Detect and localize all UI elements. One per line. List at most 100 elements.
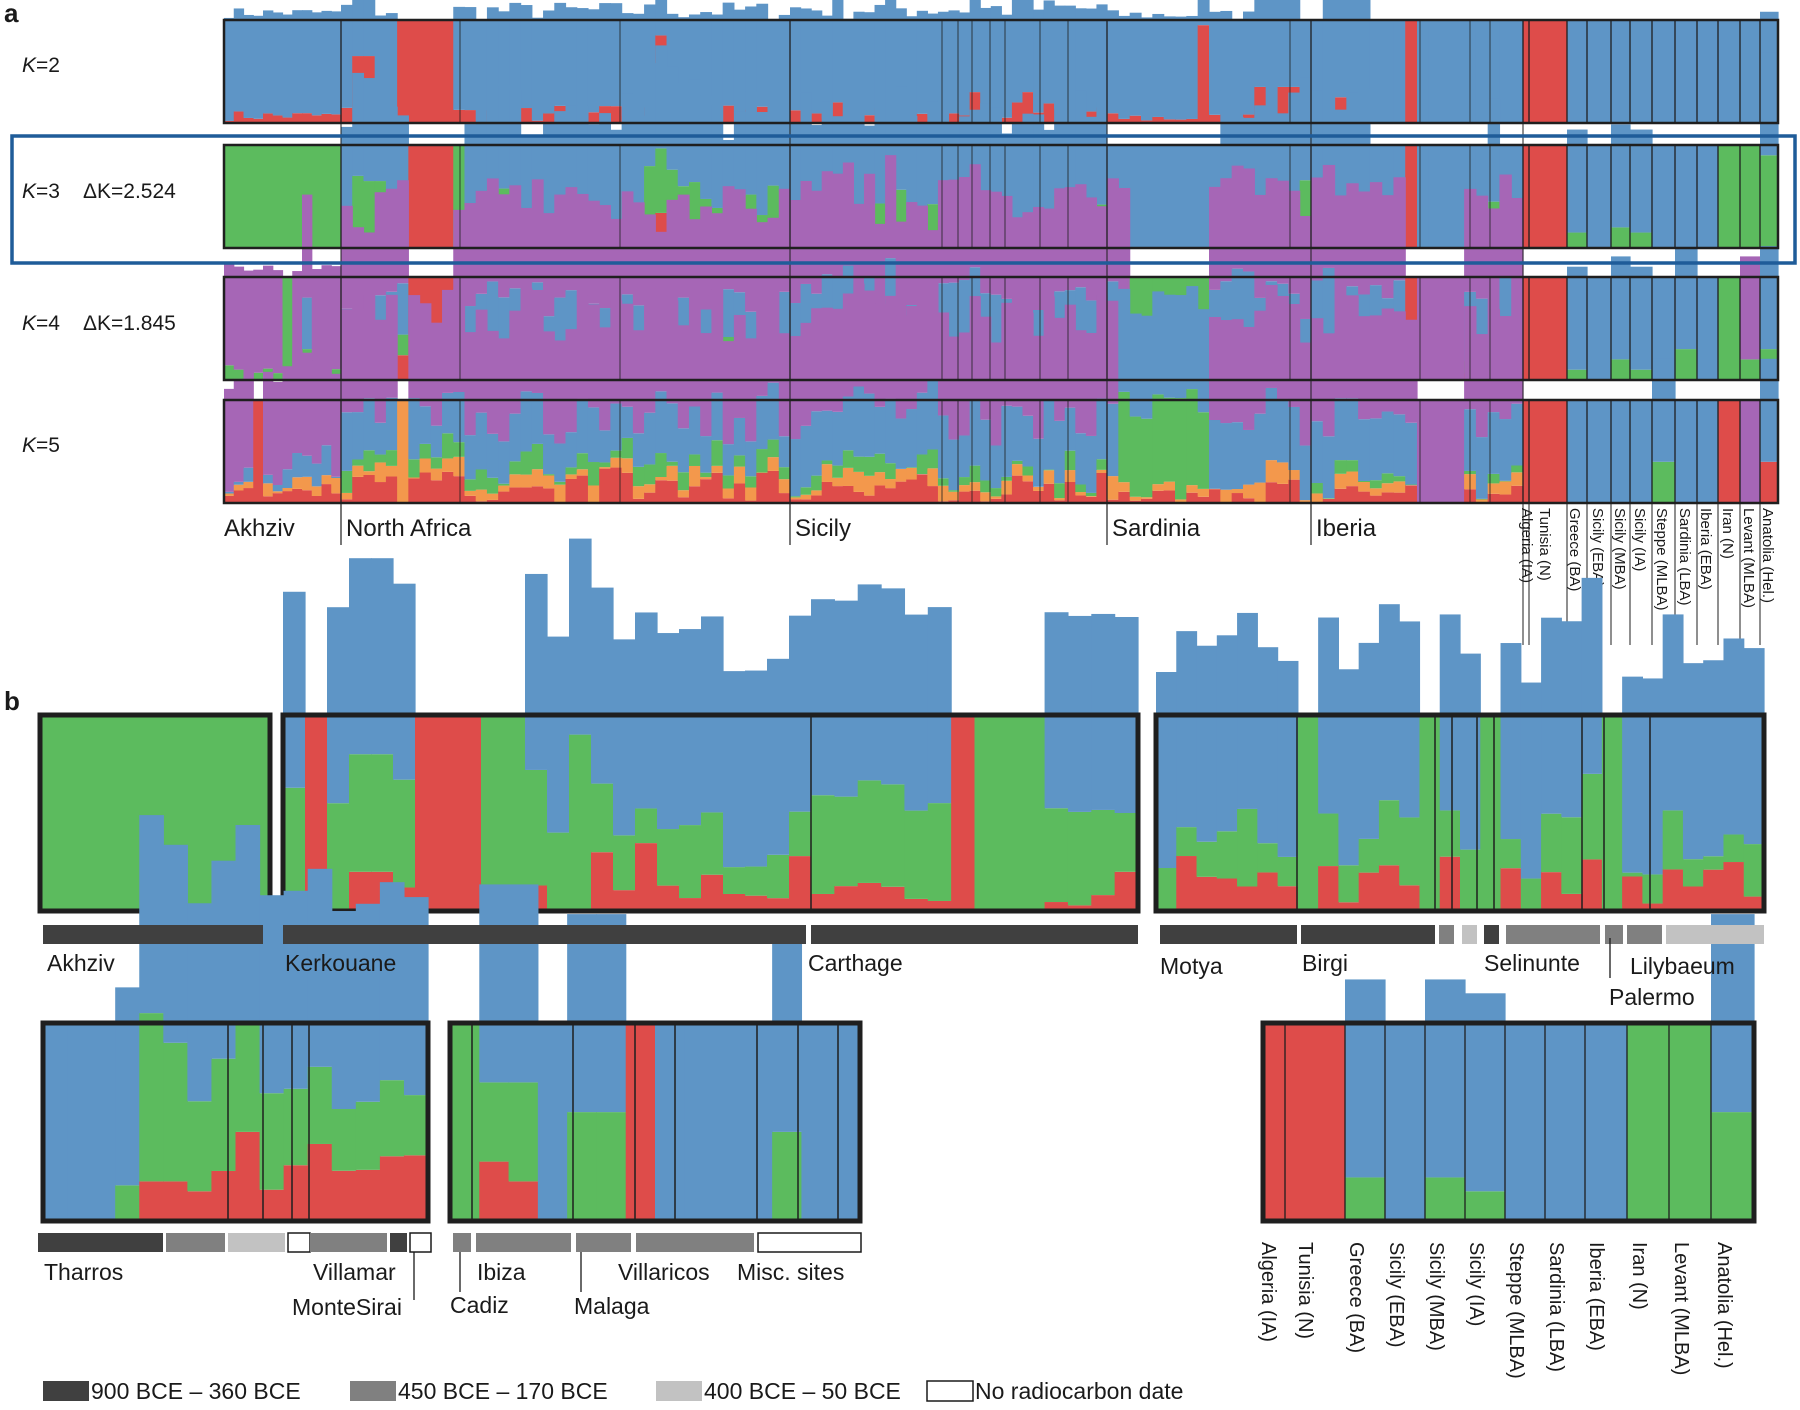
ancestry-bar-segment: [224, 493, 235, 496]
k2-ref-bar: [1652, 20, 1676, 123]
ancestry-bar-segment: [283, 787, 306, 911]
ancestry-bar-segment: [811, 190, 823, 294]
ancestry-bar-segment: [688, 465, 701, 487]
ancestry-bar-segment: [1642, 874, 1664, 904]
ancestry-bar-segment: [800, 487, 812, 495]
ancestry-bar-segment: [385, 397, 398, 451]
ancestry-bar-segment: [1581, 859, 1603, 911]
ancestry-bar-segment: [916, 113, 928, 123]
ancestry-bar-segment: [1001, 117, 1013, 123]
ancestry-bar-segment: [1033, 309, 1045, 356]
k5-ref-bar: [1529, 400, 1568, 503]
ancestry-bar-segment: [341, 412, 353, 471]
ancestry-bar-segment: [874, 453, 886, 473]
ancestry-bar-segment: [1064, 304, 1076, 408]
site-label-montesirai: MonteSirai: [292, 1294, 402, 1320]
ancestry-bar-segment: [1581, 577, 1603, 774]
ancestry-bar-segment: [767, 217, 780, 321]
ancestry-bar-segment: [666, 461, 679, 466]
ancestry-bar-segment: [1075, 492, 1087, 496]
ancestry-bar-segment: [1265, 0, 1278, 87]
ancestry-bar-segment: [1209, 420, 1221, 489]
ancestry-bar-segment: [821, 410, 833, 461]
ancestry-bar-segment: [733, 111, 746, 215]
ancestry-bar-segment: [1197, 0, 1210, 26]
ancestry-bar-segment: [1277, 660, 1299, 857]
ancestry-bar-segment: [272, 491, 284, 494]
ancestry-bar-segment: [341, 492, 353, 500]
ancestry-bar-segment: [832, 102, 844, 123]
k5-ref-bar: [1697, 400, 1719, 503]
ancestry-bar-segment: [1697, 277, 1719, 380]
ancestry-bar-segment: [1107, 10, 1119, 114]
ancestry-bar-segment: [832, 477, 844, 487]
ancestry-bar-segment: [1369, 488, 1383, 496]
ancestry-bar-segment: [832, 116, 844, 220]
ancestry-bar-segment: [644, 484, 656, 493]
ancestry-bar-segment: [520, 474, 533, 488]
ancestry-bar-segment: [543, 488, 555, 503]
ancestry-bar-segment: [885, 488, 897, 503]
ancestry-bar-segment: [632, 330, 645, 434]
ancestry-bar-segment: [980, 7, 992, 111]
ancestry-bar-segment: [1358, 480, 1371, 483]
ancestry-bar-segment: [948, 113, 960, 123]
ancestry-bar-segment: [520, 108, 533, 123]
ancestry-bar-segment: [1697, 20, 1719, 123]
ancestry-bar-segment: [531, 179, 544, 283]
ancestry-bar-segment: [906, 467, 918, 468]
ancestry-bar-segment: [1358, 491, 1371, 503]
ancestry-bar-segment: [821, 307, 833, 411]
ancestry-bar-segment: [723, 893, 746, 911]
ancestry-bar-segment: [1743, 844, 1765, 897]
b-reference-bar: [1505, 1023, 1546, 1221]
ancestry-bar-segment: [800, 283, 812, 350]
ancestry-bar-segment: [1288, 0, 1301, 87]
ancestry-bar-segment: [311, 269, 323, 373]
ancestry-bar-segment: [767, 185, 780, 222]
ancestry-bar-segment: [1487, 208, 1501, 312]
ancestry-bar-segment: [1096, 398, 1108, 460]
ancestry-bar-segment: [1369, 495, 1383, 503]
ancestry-bar-segment: [385, 188, 398, 292]
ancestry-bar-segment: [415, 715, 438, 911]
reference-label-a-3: Sicily (EBA): [1589, 508, 1606, 587]
ancestry-bar-segment: [352, 476, 365, 503]
ancestry-bar-segment: [363, 232, 376, 336]
ancestry-bar-segment: [1197, 412, 1210, 489]
ancestry-bar-segment: [1107, 300, 1119, 404]
site-label-motya: Motya: [1160, 953, 1223, 979]
ancestry-bar-segment: [442, 458, 454, 472]
ancestry-bar-segment: [1163, 16, 1176, 120]
ancestry-bar-segment: [1440, 400, 1453, 503]
ancestry-bar-segment: [508, 884, 539, 1083]
ancestry-bar-segment: [481, 715, 504, 911]
legend-label-2: 400 BCE – 50 BCE: [704, 1378, 901, 1404]
ancestry-bar-segment: [1257, 843, 1279, 873]
ancestry-bar-segment: [1381, 308, 1395, 412]
ancestry-bar-segment: [479, 884, 510, 1083]
ancestry-bar-segment: [341, 470, 353, 493]
k4-ref-bar: [1529, 277, 1568, 380]
ancestry-bar-segment: [486, 281, 499, 339]
ancestry-bar-segment: [554, 484, 567, 502]
ancestry-bar-segment: [772, 1131, 803, 1221]
ancestry-bar-segment: [442, 471, 454, 503]
date-range-bar: [1605, 925, 1623, 944]
ancestry-bar-segment: [990, 294, 1002, 356]
ancestry-bar-segment: [610, 3, 623, 107]
ancestry-bar-segment: [419, 458, 432, 473]
ancestry-bar-segment: [1237, 808, 1258, 887]
ancestry-bar-segment: [282, 14, 293, 118]
k4-ref-bar: [1567, 266, 1588, 380]
ancestry-bar-segment: [1220, 281, 1233, 349]
ancestry-bar-segment: [790, 200, 802, 304]
b-iberia-frame: [447, 1020, 863, 1224]
ancestry-bar-segment: [292, 488, 303, 503]
ancestry-bar-segment: [1044, 902, 1069, 911]
k3-ref-bar: [1760, 52, 1779, 248]
ancestry-bar-segment: [666, 403, 679, 462]
ancestry-bar-segment: [1440, 145, 1453, 248]
ancestry-bar-segment: [1523, 400, 1530, 503]
legend-swatch-2: [656, 1381, 702, 1401]
